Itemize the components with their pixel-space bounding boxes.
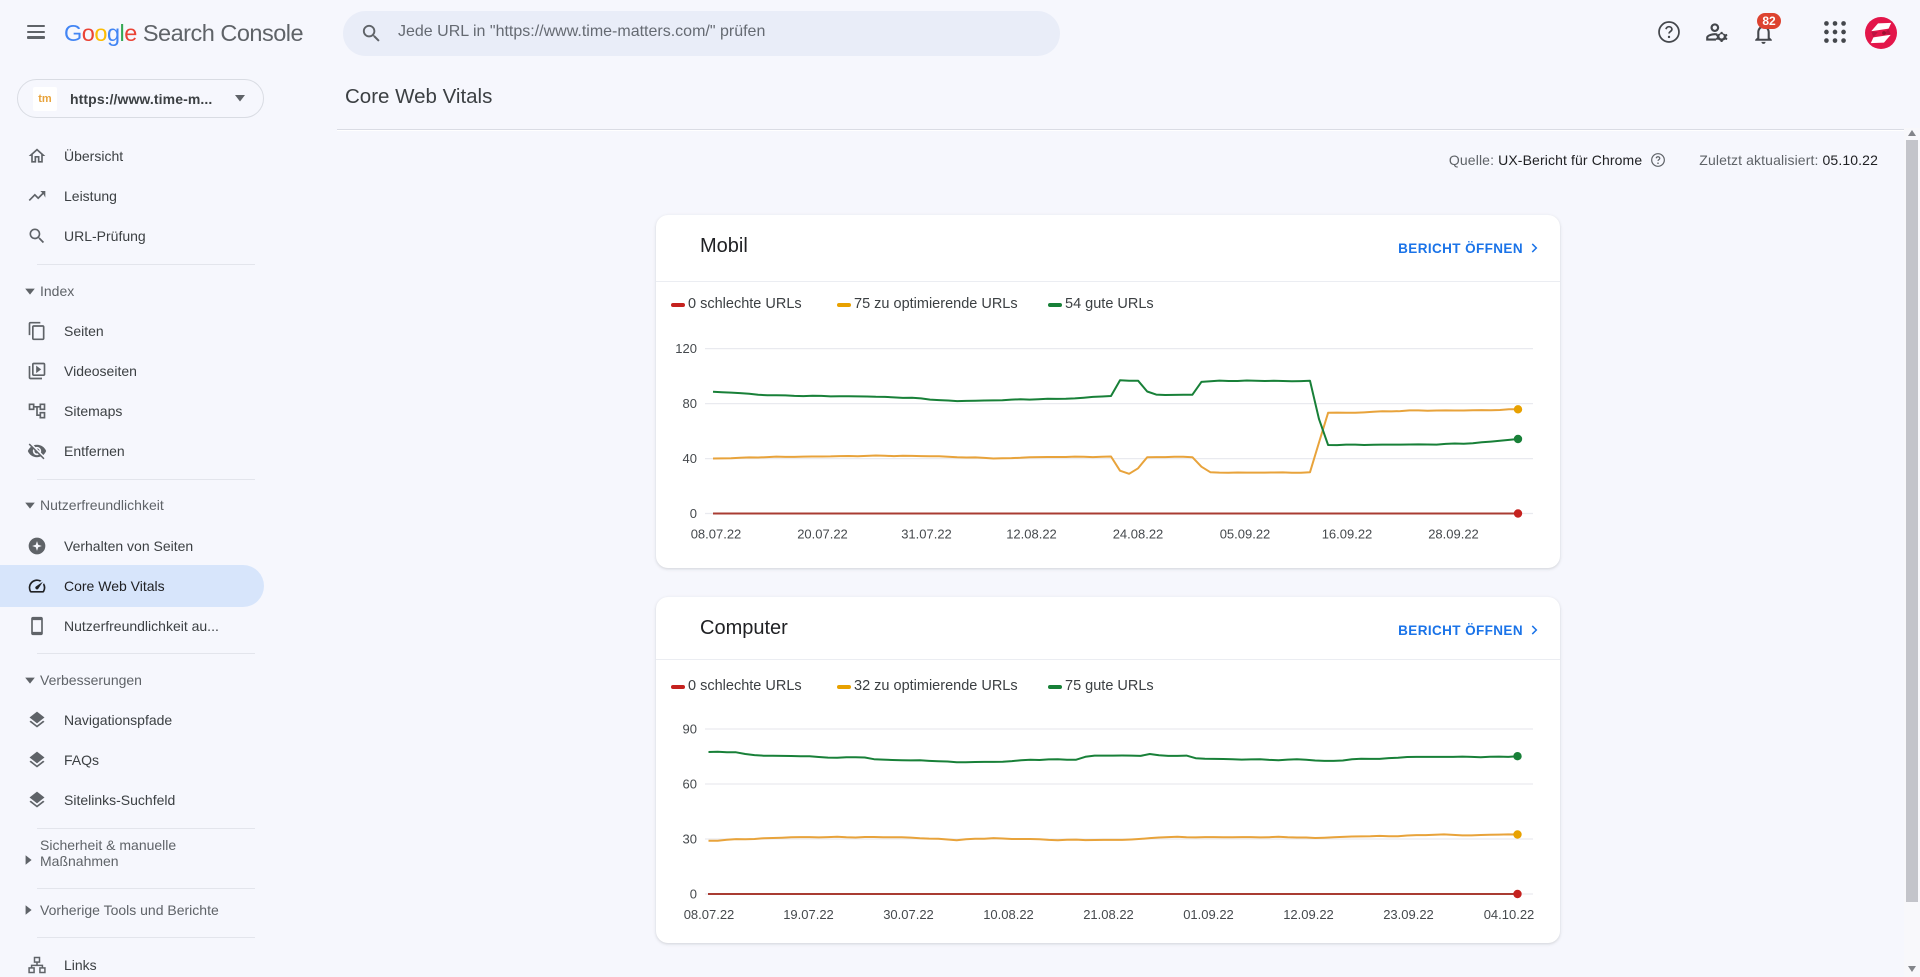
svg-text:04.10.22: 04.10.22 [1484,907,1535,922]
svg-text:30: 30 [683,832,697,847]
svg-text:31.07.22: 31.07.22 [901,527,952,542]
svg-text:0: 0 [690,887,697,902]
svg-text:12.09.22: 12.09.22 [1283,907,1334,922]
svg-text:08.07.22: 08.07.22 [691,527,742,542]
svg-text:05.09.22: 05.09.22 [1220,527,1271,542]
svg-text:16.09.22: 16.09.22 [1322,527,1373,542]
svg-text:20.07.22: 20.07.22 [797,527,848,542]
svg-text:08.07.22: 08.07.22 [684,907,735,922]
svg-text:90: 90 [683,722,697,737]
svg-text:120: 120 [675,341,697,356]
svg-text:01.09.22: 01.09.22 [1183,907,1234,922]
svg-text:19.07.22: 19.07.22 [783,907,834,922]
svg-text:60: 60 [683,777,697,792]
svg-text:24.08.22: 24.08.22 [1113,527,1164,542]
svg-text:30.07.22: 30.07.22 [883,907,934,922]
svg-text:80: 80 [683,396,697,411]
svg-text:23.09.22: 23.09.22 [1383,907,1434,922]
svg-text:10.08.22: 10.08.22 [983,907,1034,922]
svg-text:40: 40 [683,451,697,466]
svg-text:0: 0 [690,506,697,521]
svg-text:12.08.22: 12.08.22 [1006,527,1057,542]
svg-text:21.08.22: 21.08.22 [1083,907,1134,922]
svg-text:28.09.22: 28.09.22 [1428,527,1479,542]
